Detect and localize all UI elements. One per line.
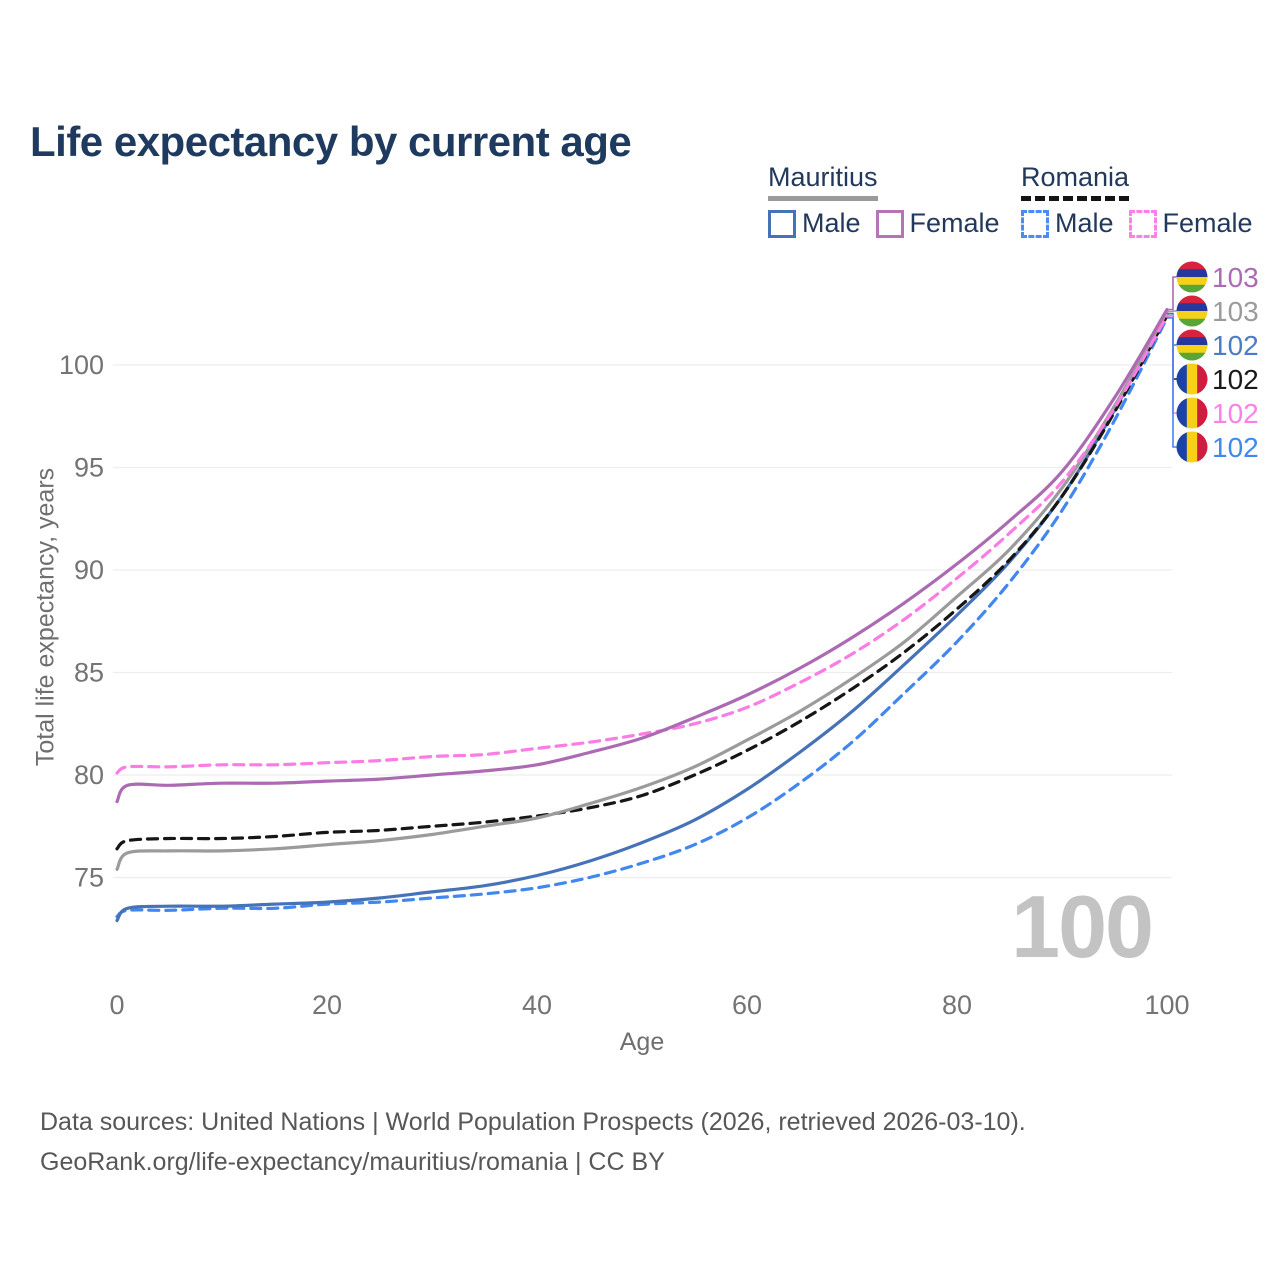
flag-stripe [1176,295,1208,304]
line-swatch-romania-female [1128,209,1157,238]
flag-stripe [1176,363,1188,395]
y-tick-label: 95 [74,453,104,483]
legend-item-label: Female [1162,208,1253,238]
legend-group-romania: Romania Male Female [1021,162,1253,239]
series-line-ro_male [115,316,1169,919]
flag-icon-mauritius [1176,261,1208,293]
flag-stripe [1176,337,1208,346]
line-swatch-mauritius-female [875,209,904,238]
line-swatch-romania-male [1021,209,1049,238]
flag-stripe [1176,397,1188,429]
legend-item-label: Male [802,208,861,238]
legend-country-mauritius: Mauritius [768,162,878,201]
flag-icon-mauritius [1176,295,1208,327]
series-line-ro_female [115,314,1169,775]
flag-stripe [1176,303,1208,312]
series-line-mu_male [115,312,1169,923]
y-tick-label: 90 [74,555,104,585]
chart-legend: Mauritius Male Female Romania Male Femal… [0,162,1280,242]
x-axis-title: Age [620,1028,664,1056]
flag-icon-mauritius [1176,329,1208,361]
end-value-label: 102 [1212,330,1259,361]
y-tick-label: 85 [74,658,104,688]
flag-icon-romania [1176,397,1208,429]
flag-stripe [1176,318,1208,327]
legend-item-mauritius-male[interactable]: Male [768,208,861,239]
y-tick-label: 75 [74,863,104,893]
legend-item-mauritius-female[interactable]: Female [875,208,1000,239]
flag-icon-romania [1176,363,1208,395]
series-line-mu_both [115,310,1169,871]
legend-items-mauritius: Male Female [768,208,1000,239]
flag-stripe [1197,431,1208,463]
x-tick-label: 40 [522,990,552,1020]
leader-line-ro_male [1167,317,1177,448]
age-counter-watermark: 100 [1011,877,1154,976]
flag-stripe [1186,431,1198,463]
flag-stripe [1197,363,1208,395]
series-line-mu_female [115,308,1169,804]
end-value-label: 102 [1212,364,1259,395]
leader-line-ro_both [1167,315,1177,380]
flag-stripe [1176,311,1208,320]
x-tick-label: 80 [942,990,972,1020]
footer-attribution: GeoRank.org/life-expectancy/mauritius/ro… [40,1148,665,1176]
flag-stripe [1176,329,1208,338]
legend-items-romania: Male Female [1021,208,1253,239]
x-tick-label: 0 [109,990,124,1020]
legend-item-romania-male[interactable]: Male [1021,208,1114,239]
legend-country-romania: Romania [1021,162,1130,201]
flag-stripe [1176,277,1208,286]
flag-icon-romania [1176,431,1208,463]
flag-stripe [1176,431,1188,463]
end-value-label: 103 [1212,296,1259,327]
flag-stripe [1176,284,1208,293]
flag-stripe [1186,397,1198,429]
flag-stripe [1176,352,1208,361]
x-tick-label: 100 [1144,990,1189,1020]
end-value-label: 102 [1212,432,1259,463]
y-tick-label: 80 [74,760,104,790]
series-line-ro_both [115,314,1169,851]
flag-stripe [1176,269,1208,278]
flag-stripe [1176,345,1208,354]
footer-data-sources: Data sources: United Nations | World Pop… [40,1108,1026,1136]
flag-stripe [1186,363,1198,395]
x-tick-label: 60 [732,990,762,1020]
flag-stripe [1176,261,1208,270]
x-tick-label: 20 [312,990,342,1020]
line-swatch-mauritius-male [768,209,796,238]
legend-item-label: Male [1055,208,1114,238]
y-tick-label: 100 [59,350,104,380]
page-title: Life expectancy by current age [30,118,632,166]
flag-stripe [1197,397,1208,429]
leader-line-mu_both [1167,310,1177,313]
legend-group-mauritius: Mauritius Male Female [768,162,1000,239]
leader-line-mu_female [1167,276,1177,311]
legend-item-label: Female [909,208,1000,238]
end-value-label: 102 [1212,398,1259,429]
legend-item-romania-female[interactable]: Female [1128,208,1253,239]
end-value-label: 103 [1212,262,1259,293]
